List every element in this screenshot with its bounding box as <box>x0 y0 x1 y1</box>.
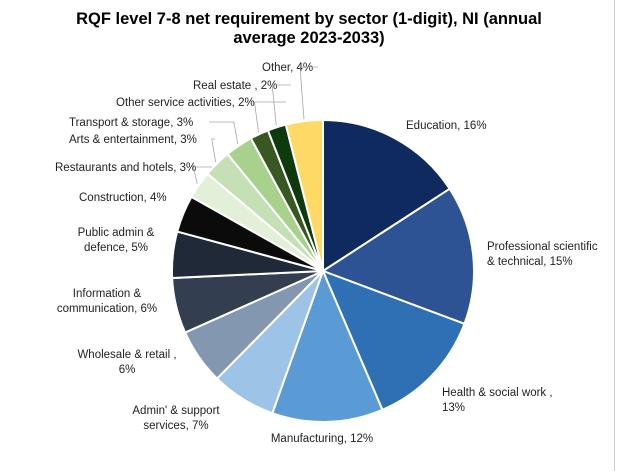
pie-slice <box>284 118 324 272</box>
leader-line <box>211 138 217 163</box>
slice-label: Wholesale & retail , 6% <box>77 349 176 376</box>
frame-border <box>614 0 615 471</box>
slice-label: Manufacturing, 12% <box>271 433 373 445</box>
slice-label: Restaurants and hotels, 3% <box>55 162 196 174</box>
slice-label: Construction, 4% <box>79 192 167 204</box>
slice-label: Arts & entertainment, 3% <box>69 134 197 146</box>
slice-label: Real estate , 2% <box>193 80 277 92</box>
leader-line <box>209 121 239 145</box>
slice-label: Admin' & support services, 7% <box>132 405 220 432</box>
slice-label: Education, 16% <box>406 120 487 132</box>
slice-label: Transport & storage, 3% <box>69 117 193 129</box>
leader-line <box>299 66 318 120</box>
slice-label: Other, 4% <box>262 62 313 74</box>
pie-slice <box>271 268 384 423</box>
slice-label: Public admin & defence, 5% <box>78 227 155 254</box>
pie-slice <box>320 187 475 326</box>
pie-slice <box>322 118 452 273</box>
leader-line <box>271 84 291 126</box>
slice-label: Professional scientific & technical, 15% <box>487 241 598 268</box>
slice-label: Other service activities, 2% <box>116 97 255 109</box>
chart-title: RQF level 7-8 net requirement by sector … <box>76 10 542 47</box>
leader-line <box>254 101 286 133</box>
pie-slice <box>321 269 466 412</box>
leader-line <box>192 166 213 184</box>
slice-label: Information & communication, 6% <box>57 288 157 315</box>
slice-label: Health & social work , 13% <box>442 387 553 414</box>
